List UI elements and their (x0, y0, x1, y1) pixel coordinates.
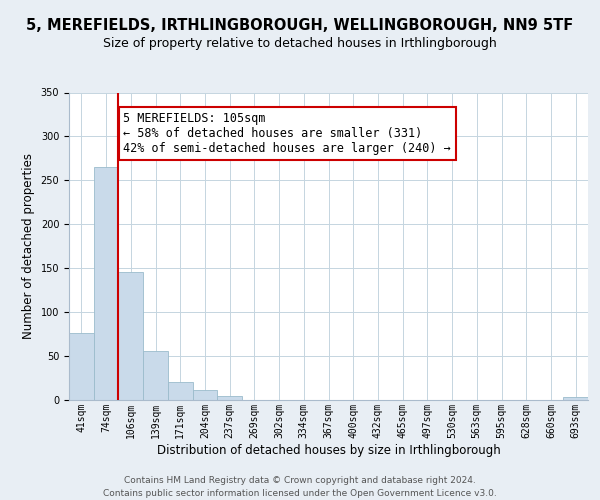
X-axis label: Distribution of detached houses by size in Irthlingborough: Distribution of detached houses by size … (157, 444, 500, 456)
Bar (217, 396, 242, 400)
Y-axis label: Number of detached properties: Number of detached properties (22, 153, 35, 339)
Bar (118, 272, 143, 400)
Bar (193, 390, 217, 400)
Bar (168, 382, 193, 400)
Bar (563, 398, 588, 400)
Text: Contains HM Land Registry data © Crown copyright and database right 2024.
Contai: Contains HM Land Registry data © Crown c… (103, 476, 497, 498)
Text: Size of property relative to detached houses in Irthlingborough: Size of property relative to detached ho… (103, 38, 497, 51)
Bar (143, 351, 168, 400)
Text: 5 MEREFIELDS: 105sqm
← 58% of detached houses are smaller (331)
42% of semi-deta: 5 MEREFIELDS: 105sqm ← 58% of detached h… (124, 112, 451, 155)
Bar (94, 167, 118, 400)
Text: 5, MEREFIELDS, IRTHLINGBOROUGH, WELLINGBOROUGH, NN9 5TF: 5, MEREFIELDS, IRTHLINGBOROUGH, WELLINGB… (26, 18, 574, 32)
Bar (69, 333, 94, 400)
